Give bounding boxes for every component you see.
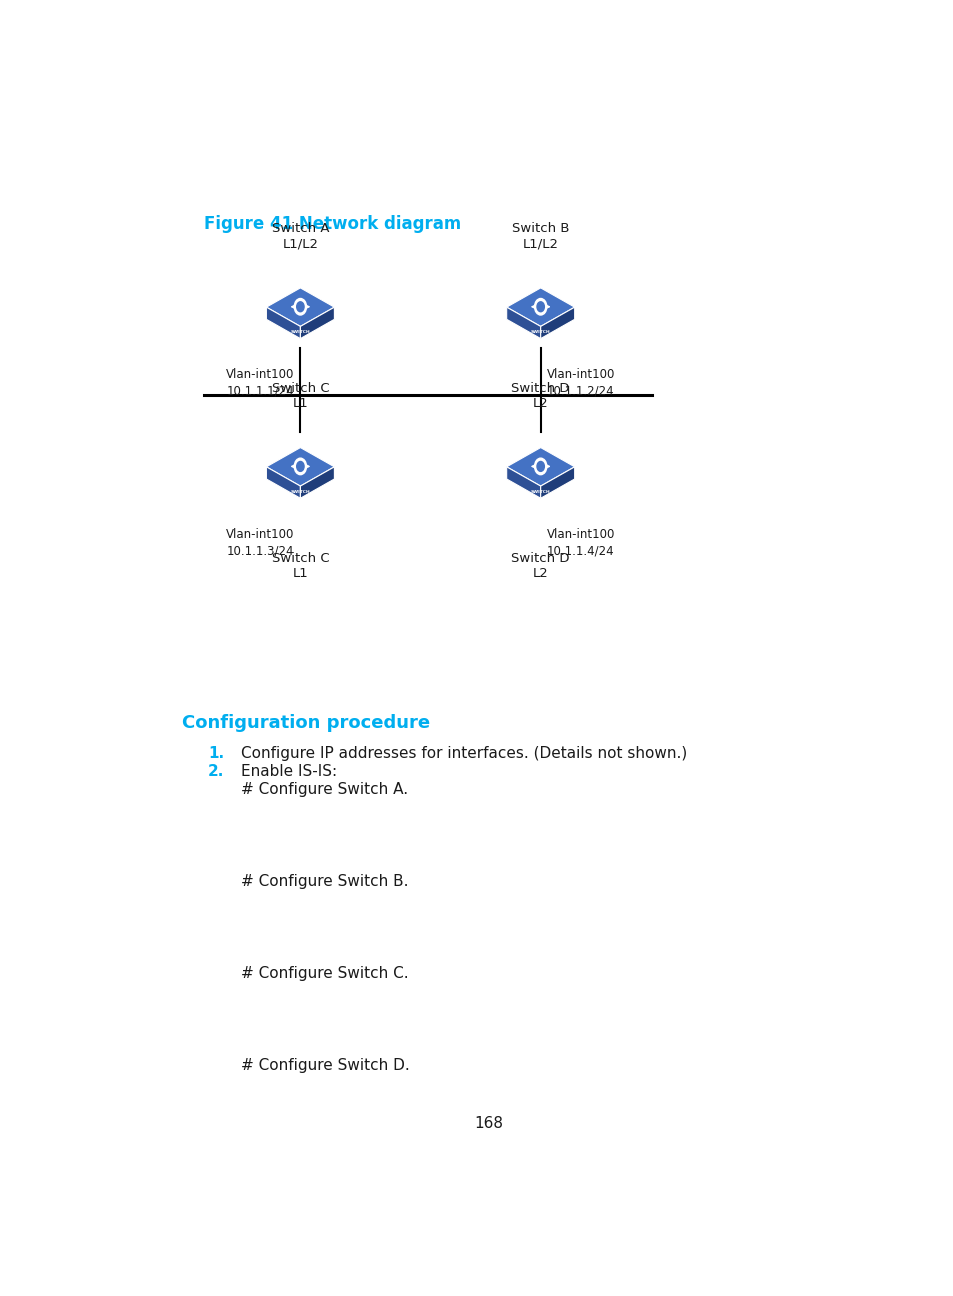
- Polygon shape: [266, 467, 300, 498]
- Text: # Configure Switch A.: # Configure Switch A.: [241, 783, 408, 797]
- Polygon shape: [300, 307, 335, 338]
- Text: L2: L2: [532, 397, 548, 410]
- Text: Vlan-int100
10.1.1.2/24: Vlan-int100 10.1.1.2/24: [546, 368, 615, 398]
- Text: 168: 168: [474, 1116, 503, 1131]
- Circle shape: [537, 461, 544, 472]
- Polygon shape: [506, 467, 540, 498]
- Text: SWITCH: SWITCH: [291, 330, 310, 334]
- Text: Switch C: Switch C: [272, 382, 329, 395]
- Polygon shape: [266, 307, 300, 338]
- Text: Configuration procedure: Configuration procedure: [182, 714, 430, 732]
- Polygon shape: [300, 467, 335, 498]
- Text: Figure 41 Network diagram: Figure 41 Network diagram: [204, 215, 461, 233]
- Polygon shape: [506, 447, 574, 486]
- Text: Enable IS-IS:: Enable IS-IS:: [241, 765, 337, 779]
- Circle shape: [537, 302, 544, 312]
- Circle shape: [296, 302, 304, 312]
- Text: L2: L2: [532, 566, 548, 579]
- Text: Configure IP addresses for interfaces. (Details not shown.): Configure IP addresses for interfaces. (…: [241, 746, 687, 761]
- Circle shape: [296, 461, 304, 472]
- Text: SWITCH: SWITCH: [530, 330, 550, 334]
- Polygon shape: [540, 467, 574, 498]
- Text: Vlan-int100
10.1.1.4/24: Vlan-int100 10.1.1.4/24: [546, 527, 615, 557]
- Text: Switch A: Switch A: [272, 223, 329, 236]
- Text: L1/L2: L1/L2: [522, 237, 558, 250]
- Polygon shape: [540, 307, 574, 338]
- Text: SWITCH: SWITCH: [291, 490, 310, 494]
- Text: Switch D: Switch D: [511, 382, 569, 395]
- Text: L1/L2: L1/L2: [282, 237, 318, 250]
- Text: Vlan-int100
10.1.1.3/24: Vlan-int100 10.1.1.3/24: [226, 527, 294, 557]
- Polygon shape: [266, 447, 335, 486]
- Text: Switch B: Switch B: [512, 223, 569, 236]
- Text: 1.: 1.: [208, 746, 224, 761]
- Text: Switch C: Switch C: [272, 552, 329, 565]
- Polygon shape: [506, 307, 540, 338]
- Polygon shape: [266, 288, 335, 327]
- Text: 2.: 2.: [208, 765, 224, 779]
- Text: Vlan-int100
10.1.1.1/24: Vlan-int100 10.1.1.1/24: [226, 368, 294, 398]
- Text: # Configure Switch B.: # Configure Switch B.: [241, 874, 408, 889]
- Circle shape: [294, 298, 306, 315]
- Text: L1: L1: [293, 566, 308, 579]
- Circle shape: [534, 298, 546, 315]
- Circle shape: [534, 459, 546, 474]
- Polygon shape: [506, 288, 574, 327]
- Text: Switch D: Switch D: [511, 552, 569, 565]
- Circle shape: [294, 459, 306, 474]
- Text: # Configure Switch D.: # Configure Switch D.: [241, 1058, 410, 1073]
- Text: SWITCH: SWITCH: [530, 490, 550, 494]
- Text: # Configure Switch C.: # Configure Switch C.: [241, 966, 409, 981]
- Text: L1: L1: [293, 397, 308, 410]
